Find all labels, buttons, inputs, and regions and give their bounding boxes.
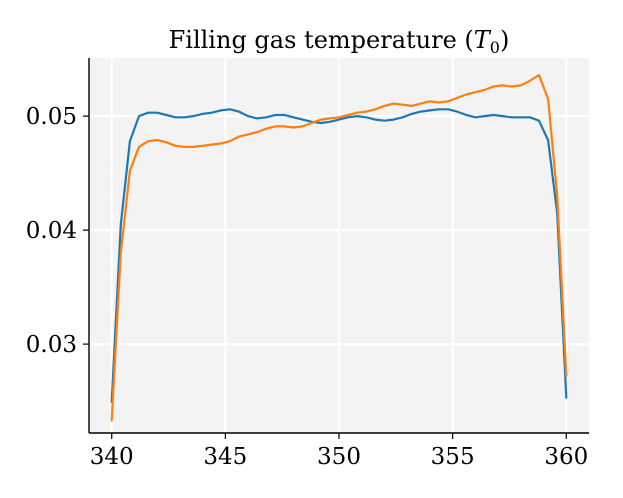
chart-title-subscript: 0 xyxy=(490,38,500,57)
chart-title: Filling gas temperature (T0) xyxy=(169,26,510,57)
x-tick-label: 355 xyxy=(431,444,475,470)
x-tick-label: 345 xyxy=(203,444,247,470)
chart-title-text: Filling gas temperature ( xyxy=(169,26,474,54)
series-layer xyxy=(110,73,568,422)
y-tick-label: 0.03 xyxy=(26,332,77,358)
series-line-2 xyxy=(110,73,568,422)
x-tick-label: 360 xyxy=(544,444,588,470)
series-line-1 xyxy=(110,108,568,404)
x-tick-label: 340 xyxy=(90,444,134,470)
y-axis-ticks: 0.03 0.04 0.05 xyxy=(26,104,89,358)
y-tick-label: 0.04 xyxy=(26,218,77,244)
x-tick-label: 350 xyxy=(317,444,361,470)
x-axis-ticks: 340 345 350 355 360 xyxy=(90,433,588,470)
chart-title-symbol: T xyxy=(474,26,492,54)
chart-title-close: ) xyxy=(500,26,509,54)
y-tick-label: 0.05 xyxy=(26,104,77,130)
